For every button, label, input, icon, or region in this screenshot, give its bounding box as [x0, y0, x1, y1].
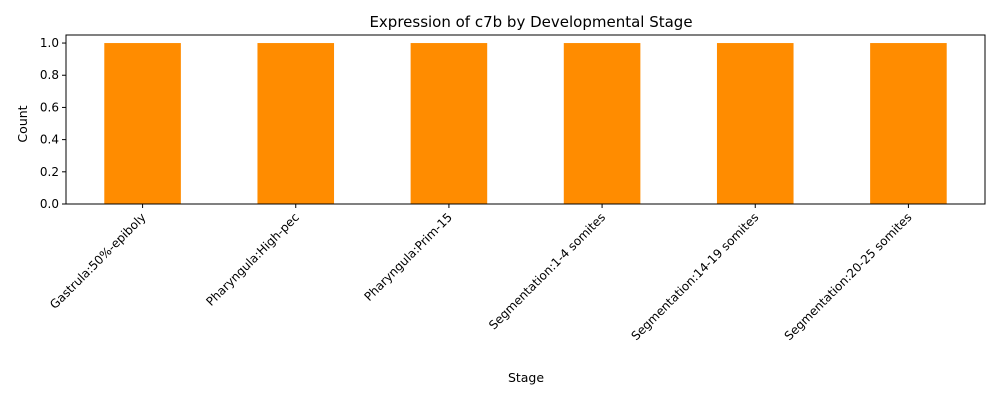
- bar: [410, 43, 488, 204]
- x-tick-label: Segmentation:1-4 somites: [486, 210, 608, 332]
- y-tick-label: 1.0: [40, 36, 59, 50]
- plot-frame: [65, 34, 986, 205]
- x-tick-label: Segmentation:20-25 somites: [782, 210, 915, 343]
- y-tick-label: 0.8: [40, 68, 59, 82]
- bar: [257, 43, 335, 204]
- y-tick-label: 0.2: [40, 165, 59, 179]
- chart-title: Expression of c7b by Developmental Stage: [369, 13, 692, 31]
- x-tick-label: Pharyngula:Prim-15: [361, 210, 455, 304]
- x-axis-label: Stage: [508, 370, 544, 385]
- y-axis-label: Count: [15, 105, 30, 142]
- bar: [104, 43, 181, 204]
- x-tick-label: Segmentation:14-19 somites: [628, 210, 761, 343]
- plot-area: 0.0 0.2 0.4 0.6 0.8 1.0 Gastrula:50%-epiboly Ph…: [40, 34, 986, 343]
- x-tick-label: Gastrula:50%-epiboly: [47, 210, 149, 312]
- y-tick-label: 0.4: [40, 133, 59, 147]
- bar: [870, 43, 947, 204]
- y-tick-label: 0.6: [40, 100, 59, 114]
- y-tick-label: 0.0: [40, 197, 59, 211]
- bar: [716, 43, 794, 204]
- x-tick-label: Pharyngula:High-pec: [203, 210, 301, 308]
- bar: [563, 43, 641, 204]
